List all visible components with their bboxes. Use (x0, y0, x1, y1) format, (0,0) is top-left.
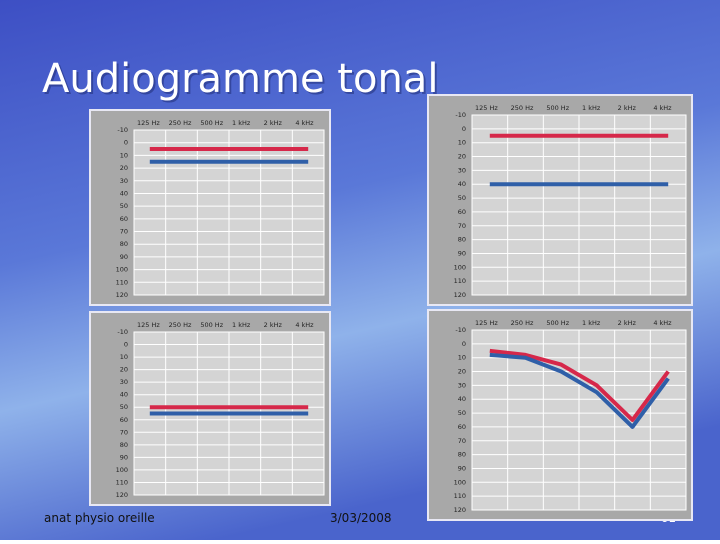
y-tick-label: 30 (120, 378, 128, 386)
y-tick-label: 110 (116, 278, 128, 286)
y-tick-label: 0 (462, 340, 466, 348)
y-tick-label: 20 (458, 153, 466, 161)
x-tick-label: 1 kHz (232, 119, 251, 127)
x-tick-label: 125 Hz (475, 319, 498, 327)
x-tick-label: 2 kHz (618, 104, 637, 112)
series-line (489, 352, 670, 429)
slide-title: Audiogramme tonal (42, 56, 438, 102)
audiogram: -10 0 10 20 30 40 50 60 70 80 90 100 110 120 125 Hz 250… (89, 311, 331, 506)
audiogram: -10 0 10 20 30 40 50 60 70 80 90 100 110 120 125 Hz 250… (427, 309, 693, 521)
x-tick-label: 250 Hz (511, 104, 534, 112)
audiogram: -10 0 10 20 30 40 50 60 70 80 90 100 110 120 125 Hz 250… (427, 94, 693, 306)
series-line (489, 348, 670, 422)
x-tick-label: 500 Hz (200, 119, 223, 127)
x-tick-label: 250 Hz (511, 319, 534, 327)
y-tick-label: 50 (120, 403, 128, 411)
footer-left: anat physio oreille (44, 511, 155, 525)
y-tick-label: 10 (458, 139, 466, 147)
audiogram: -10 0 10 20 30 40 50 60 70 80 90 100 110 120 125 Hz 250… (89, 109, 331, 306)
y-tick-label: 40 (120, 189, 128, 197)
x-tick-label: 4 kHz (653, 319, 672, 327)
x-tick-label: 2 kHz (618, 319, 637, 327)
y-tick-label: 10 (458, 354, 466, 362)
y-tick-label: 70 (120, 228, 128, 236)
y-tick-label: 20 (120, 366, 128, 374)
y-tick-label: -10 (455, 111, 466, 119)
y-tick-label: 60 (120, 215, 128, 223)
footer-date: 3/03/2008 (330, 511, 392, 525)
y-tick-label: 0 (462, 125, 466, 133)
x-tick-label: 500 Hz (200, 321, 223, 329)
x-tick-label: 500 Hz (546, 319, 569, 327)
y-tick-label: 110 (116, 478, 128, 486)
x-tick-label: 4 kHz (295, 119, 314, 127)
y-tick-label: 70 (458, 437, 466, 445)
x-tick-label: 125 Hz (475, 104, 498, 112)
y-tick-label: 100 (116, 266, 128, 274)
y-tick-label: 50 (120, 202, 128, 210)
y-tick-label: 60 (120, 416, 128, 424)
y-tick-label: 110 (454, 277, 466, 285)
y-tick-label: 80 (120, 441, 128, 449)
y-tick-label: 10 (120, 151, 128, 159)
x-tick-label: 1 kHz (232, 321, 251, 329)
y-tick-label: 50 (458, 194, 466, 202)
y-tick-label: 60 (458, 423, 466, 431)
y-tick-label: 90 (120, 453, 128, 461)
x-tick-label: 250 Hz (169, 119, 192, 127)
x-tick-label: 250 Hz (169, 321, 192, 329)
y-tick-label: 80 (458, 451, 466, 459)
x-tick-label: 2 kHz (264, 119, 283, 127)
y-tick-label: 40 (458, 395, 466, 403)
y-tick-label: 0 (124, 139, 128, 147)
x-tick-label: 125 Hz (137, 321, 160, 329)
y-tick-label: 90 (120, 253, 128, 261)
y-tick-label: 80 (120, 240, 128, 248)
x-tick-label: 500 Hz (546, 104, 569, 112)
y-tick-label: 110 (454, 492, 466, 500)
y-tick-label: 20 (120, 164, 128, 172)
y-tick-label: 100 (116, 466, 128, 474)
y-tick-label: 20 (458, 368, 466, 376)
y-tick-label: 90 (458, 249, 466, 257)
title-shadow: Audiogramme tonal (44, 58, 440, 104)
y-tick-label: 0 (124, 341, 128, 349)
x-tick-label: 1 kHz (582, 104, 601, 112)
y-tick-label: 100 (454, 263, 466, 271)
y-tick-label: 80 (458, 236, 466, 244)
x-tick-label: 1 kHz (582, 319, 601, 327)
x-tick-label: 4 kHz (653, 104, 672, 112)
y-tick-label: 30 (120, 177, 128, 185)
y-tick-label: 30 (458, 166, 466, 174)
x-tick-label: 4 kHz (295, 321, 314, 329)
y-tick-label: 70 (458, 222, 466, 230)
y-tick-label: 120 (454, 506, 466, 514)
y-tick-label: -10 (117, 126, 128, 134)
y-tick-label: 10 (120, 353, 128, 361)
y-tick-label: -10 (117, 328, 128, 336)
y-tick-label: 30 (458, 381, 466, 389)
y-tick-label: 40 (458, 180, 466, 188)
y-tick-label: 40 (120, 391, 128, 399)
y-tick-label: 120 (454, 291, 466, 299)
y-tick-label: 70 (120, 428, 128, 436)
y-tick-label: 120 (116, 491, 128, 499)
y-tick-label: 50 (458, 409, 466, 417)
y-tick-label: 60 (458, 208, 466, 216)
y-tick-label: -10 (455, 326, 466, 334)
y-tick-label: 90 (458, 464, 466, 472)
y-tick-label: 120 (116, 291, 128, 299)
x-tick-label: 2 kHz (264, 321, 283, 329)
x-tick-label: 125 Hz (137, 119, 160, 127)
y-tick-label: 100 (454, 478, 466, 486)
